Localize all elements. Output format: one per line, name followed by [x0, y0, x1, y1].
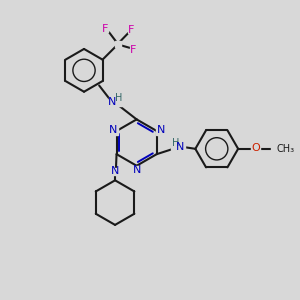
Bar — [133, 166, 141, 173]
Text: CH₃: CH₃ — [276, 144, 294, 154]
Text: N: N — [111, 167, 119, 176]
Bar — [128, 27, 134, 33]
Text: O: O — [252, 143, 260, 153]
Text: F: F — [102, 24, 109, 34]
Text: N: N — [156, 125, 165, 135]
Text: N: N — [107, 97, 116, 106]
Bar — [110, 128, 118, 134]
Text: N: N — [133, 165, 141, 175]
Bar — [171, 142, 185, 150]
Text: N: N — [176, 142, 185, 152]
Bar — [115, 41, 121, 47]
Text: H: H — [172, 138, 179, 148]
Text: N: N — [109, 125, 117, 135]
Bar — [130, 46, 136, 52]
Text: H: H — [115, 93, 122, 103]
Bar — [251, 146, 260, 152]
Bar — [111, 168, 119, 175]
Text: F: F — [130, 44, 136, 55]
Bar — [109, 98, 122, 106]
Bar — [155, 128, 164, 134]
Bar — [271, 146, 282, 152]
Bar — [103, 26, 109, 32]
Text: F: F — [128, 25, 135, 35]
